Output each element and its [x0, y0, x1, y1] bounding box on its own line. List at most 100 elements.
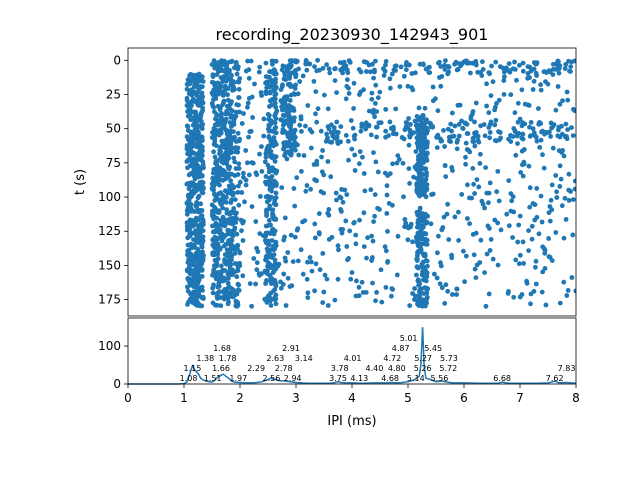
spike-point: [199, 268, 205, 273]
spike-point: [541, 165, 547, 171]
spike-point: [243, 68, 249, 74]
spike-point: [465, 216, 470, 221]
spike-point: [224, 175, 229, 181]
spike-point: [295, 91, 301, 97]
spike-point: [280, 63, 286, 69]
spike-point: [292, 234, 298, 240]
spike-point: [476, 184, 482, 190]
spike-point: [247, 281, 253, 286]
spike-point: [187, 106, 193, 111]
spike-point: [407, 181, 412, 186]
spike-point: [337, 194, 343, 200]
spike-point: [216, 60, 222, 65]
histogram-line: [128, 327, 577, 385]
spike-point: [192, 142, 197, 147]
spike-point: [187, 89, 193, 94]
spike-point: [472, 143, 478, 149]
spike-point: [305, 295, 311, 300]
spike-point: [520, 120, 526, 126]
spike-point: [412, 286, 417, 291]
spike-point: [225, 92, 231, 98]
spike-point: [237, 76, 243, 81]
spike-point: [565, 288, 571, 293]
spike-point: [513, 152, 519, 158]
spike-point: [420, 136, 425, 142]
spike-point: [389, 286, 395, 291]
spike-point: [424, 219, 430, 225]
spike-point: [418, 179, 424, 185]
spike-point: [423, 211, 428, 217]
spike-point: [418, 174, 424, 180]
spike-point: [237, 250, 243, 256]
spike-point: [324, 131, 330, 137]
spike-point: [338, 227, 344, 232]
spike-point: [194, 252, 200, 257]
peak-label: 1.51: [204, 374, 222, 383]
spike-point: [401, 194, 406, 200]
spike-point: [271, 231, 277, 237]
spike-point: [317, 267, 323, 273]
spike-point: [570, 232, 576, 238]
spike-point: [401, 73, 407, 79]
spike-point: [424, 170, 429, 176]
spike-point: [242, 199, 247, 205]
spike-point: [201, 253, 206, 258]
spike-point: [530, 201, 536, 206]
spike-point: [361, 87, 366, 93]
spike-point: [533, 70, 539, 76]
spike-point: [187, 297, 193, 303]
spike-point: [195, 195, 201, 201]
spike-point: [235, 287, 241, 293]
spike-point: [428, 124, 434, 130]
spike-point: [515, 141, 520, 147]
spike-point: [322, 92, 327, 98]
spike-point: [341, 62, 347, 68]
spike-point: [235, 242, 241, 248]
spike-point: [543, 79, 548, 85]
spike-point: [562, 195, 568, 201]
spike-point: [416, 296, 422, 302]
spike-point: [309, 129, 315, 135]
spike-point: [217, 289, 222, 294]
spike-point: [265, 162, 271, 168]
spike-point: [455, 66, 461, 72]
spike-point: [308, 145, 314, 151]
spike-point: [219, 159, 225, 165]
spike-point: [285, 134, 291, 140]
spike-point: [218, 231, 223, 237]
spike-point: [224, 64, 229, 70]
peak-label: 1.68: [213, 344, 231, 353]
spike-point: [530, 87, 536, 92]
spike-point: [566, 58, 571, 64]
spike-point: [484, 103, 489, 109]
spike-point: [556, 70, 562, 76]
spike-point: [224, 158, 230, 163]
spike-point: [216, 271, 221, 277]
spike-point: [407, 303, 413, 308]
spike-point: [530, 126, 536, 132]
spike-point: [251, 256, 257, 261]
spike-point: [509, 198, 515, 204]
spike-point: [471, 252, 477, 258]
spike-point: [424, 274, 430, 280]
spike-point: [193, 203, 199, 209]
spike-point: [420, 303, 426, 309]
spike-point: [450, 110, 455, 116]
spike-point: [263, 174, 269, 179]
spike-point: [332, 78, 338, 83]
spike-point: [305, 259, 310, 265]
spike-point: [302, 218, 308, 224]
spike-point: [501, 78, 507, 83]
spike-point: [229, 237, 235, 243]
spike-point: [188, 138, 194, 144]
spike-point: [185, 252, 190, 258]
spike-point: [410, 239, 415, 245]
spike-point: [438, 136, 443, 142]
x-tick-label: 1: [180, 391, 188, 405]
spike-point: [264, 207, 269, 213]
spike-point: [215, 103, 221, 109]
spike-point: [273, 217, 279, 222]
spike-point: [287, 98, 293, 103]
spike-point: [212, 245, 217, 250]
spike-point: [304, 183, 310, 188]
